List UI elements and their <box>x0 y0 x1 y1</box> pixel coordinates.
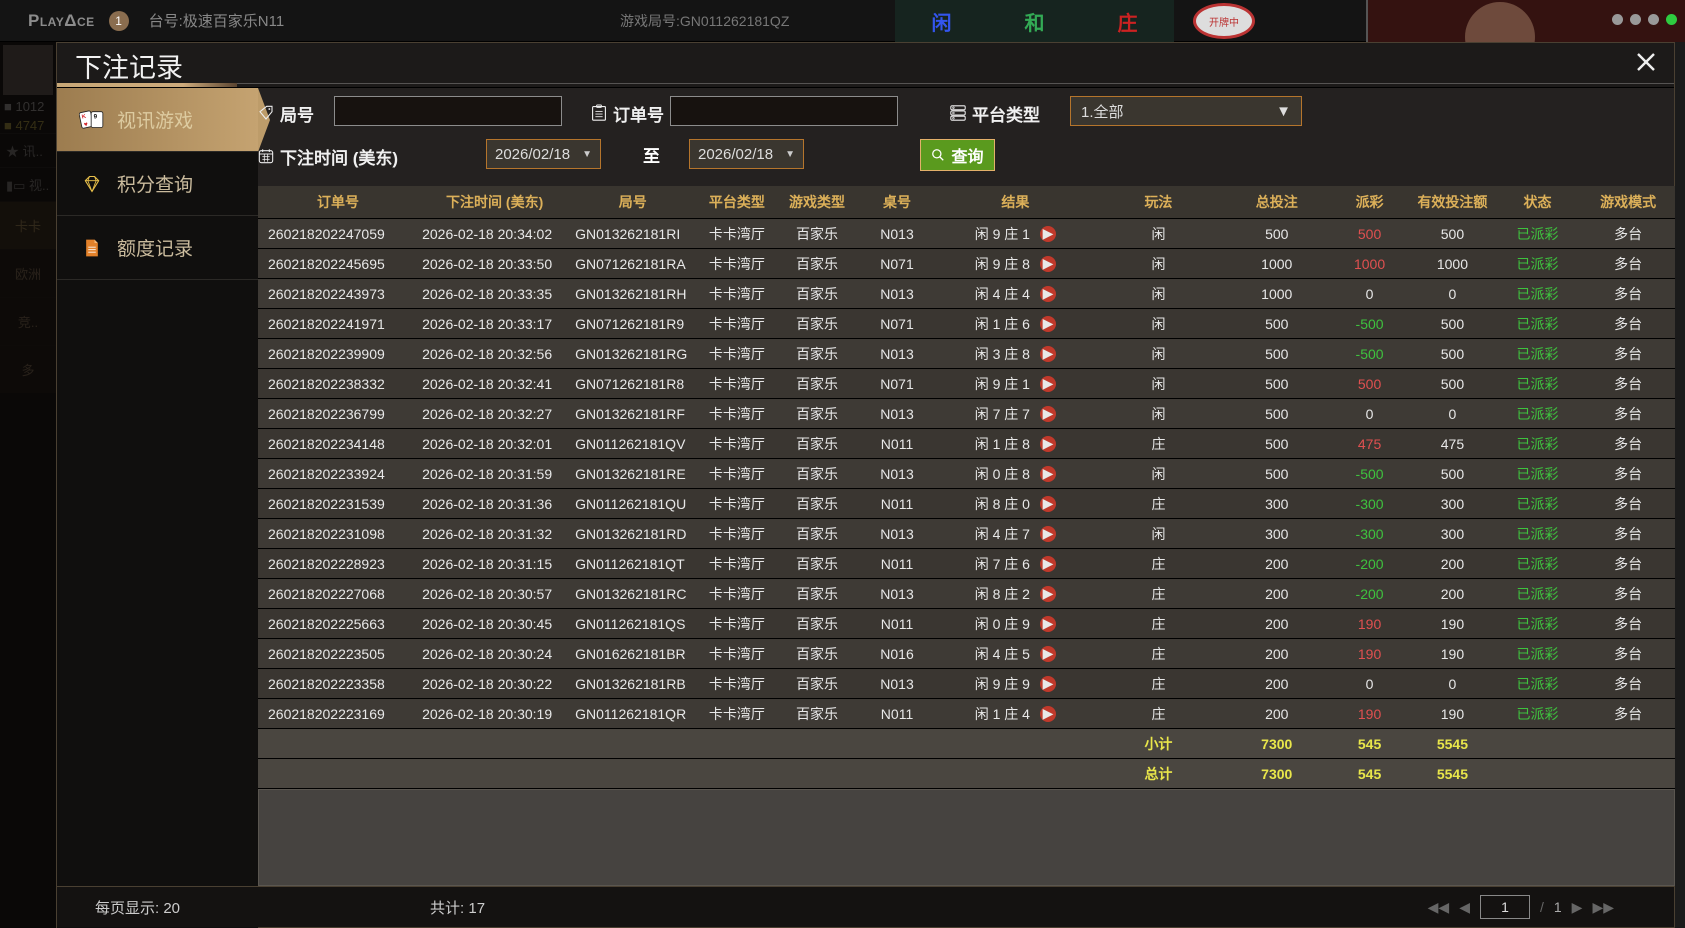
svg-text:9: 9 <box>94 113 98 120</box>
